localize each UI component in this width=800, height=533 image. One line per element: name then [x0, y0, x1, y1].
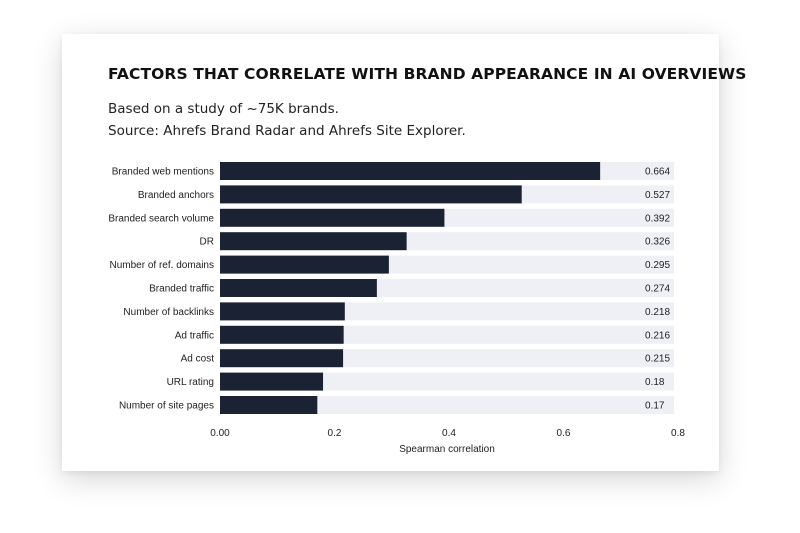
x-tick-label: 0.4 [442, 428, 456, 439]
bar [220, 162, 601, 180]
value-label: 0.215 [645, 354, 670, 365]
value-label: 0.527 [645, 190, 670, 201]
bar-track [220, 396, 674, 414]
value-label: 0.18 [645, 377, 665, 388]
subtitle-line-study: Based on a study of ~75K brands. [108, 101, 339, 117]
category-label: Branded search volume [108, 213, 214, 224]
category-label: Number of backlinks [123, 307, 214, 318]
value-label: 0.274 [645, 284, 670, 295]
chart-subtitle: Based on a study of ~75K brands. Source:… [108, 98, 466, 142]
category-label: Branded anchors [138, 190, 214, 201]
value-label: 0.218 [645, 307, 670, 318]
bar [220, 372, 324, 391]
x-axis-title: Spearman correlation [399, 444, 495, 455]
category-label: DR [200, 237, 214, 248]
category-label: URL rating [167, 377, 214, 388]
value-label: 0.17 [645, 401, 665, 412]
bar [220, 349, 344, 368]
category-label: Number of ref. domains [110, 260, 215, 271]
chart-title: FACTORS THAT CORRELATE WITH BRAND APPEAR… [108, 65, 747, 83]
value-label: 0.326 [645, 237, 670, 248]
x-tick-label: 0.8 [671, 428, 685, 439]
x-tick-label: 0.00 [210, 428, 230, 439]
bar [220, 396, 318, 414]
x-tick-label: 0.2 [328, 428, 342, 439]
bar-track [220, 372, 674, 391]
category-label: Branded web mentions [112, 167, 214, 178]
value-label: 0.295 [645, 260, 670, 271]
subtitle-line-source: Source: Ahrefs Brand Radar and Ahrefs Si… [108, 123, 466, 139]
value-label: 0.216 [645, 330, 670, 341]
bar [220, 185, 522, 204]
category-label: Ad cost [181, 354, 215, 365]
bar [220, 208, 445, 227]
category-label: Ad traffic [175, 330, 214, 341]
category-label: Number of site pages [119, 401, 214, 412]
bar [220, 279, 377, 297]
value-label: 0.664 [645, 167, 670, 178]
bar [220, 255, 389, 274]
value-label: 0.392 [645, 213, 670, 224]
category-label: Branded traffic [149, 284, 214, 295]
bar [220, 302, 345, 321]
bar-chart: Branded web mentions 0.664 Branded anchors… [108, 162, 685, 455]
x-tick-label: 0.6 [557, 428, 571, 439]
chart-card: FACTORS THAT CORRELATE WITH BRAND APPEAR… [62, 34, 746, 471]
bar [220, 232, 407, 251]
bar [220, 325, 344, 344]
